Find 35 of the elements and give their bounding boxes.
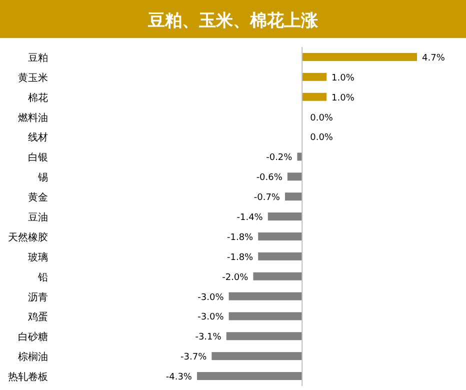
y-tick-label: 白砂糖 xyxy=(18,331,48,344)
y-tick-label: 黄玉米 xyxy=(18,72,48,84)
y-tick-label: 热轧卷板 xyxy=(8,371,48,384)
data-label: 0.0% xyxy=(310,113,334,124)
y-tick-label: 线材 xyxy=(28,132,48,144)
data-label: 1.0% xyxy=(332,93,355,104)
y-tick-label: 鸡蛋 xyxy=(27,311,48,324)
y-tick-label: 黄金 xyxy=(28,192,48,204)
y-tick-label: 白银 xyxy=(28,152,48,164)
y-tick-label: 豆油 xyxy=(28,212,48,224)
y-tick-label: 燃料油 xyxy=(18,112,48,124)
y-tick-label: 玻璃 xyxy=(28,251,48,264)
data-label: -4.3% xyxy=(166,372,192,383)
data-label: -0.2% xyxy=(266,153,293,164)
data-label: -3.0% xyxy=(198,292,224,303)
data-label: -1.8% xyxy=(226,252,254,263)
data-label: -3.1% xyxy=(195,332,222,343)
y-tick-label: 棉花 xyxy=(28,92,48,104)
y-tick-label: 天然橡胶 xyxy=(8,231,48,244)
chart-title: 豆粕、玉米、棉花上涨 xyxy=(147,11,319,31)
data-label: -3.7% xyxy=(180,352,208,363)
data-label: 0.0% xyxy=(310,133,334,144)
y-tick-label: 豆粕 xyxy=(28,52,48,64)
y-tick-label: 沥青 xyxy=(28,291,48,304)
data-label: -2.0% xyxy=(222,272,249,283)
data-label: 1.0% xyxy=(332,73,355,84)
data-label: -1.8% xyxy=(226,232,254,243)
data-label: -0.7% xyxy=(254,193,280,204)
data-label: -3.0% xyxy=(198,312,224,323)
y-tick-label: 铅 xyxy=(37,272,48,284)
data-label: -1.4% xyxy=(236,213,264,223)
y-tick-label: 锡 xyxy=(37,172,48,184)
data-label: 4.7% xyxy=(422,53,446,64)
y-tick-label: 棕榈油 xyxy=(18,351,48,364)
data-label: -0.6% xyxy=(256,173,283,184)
